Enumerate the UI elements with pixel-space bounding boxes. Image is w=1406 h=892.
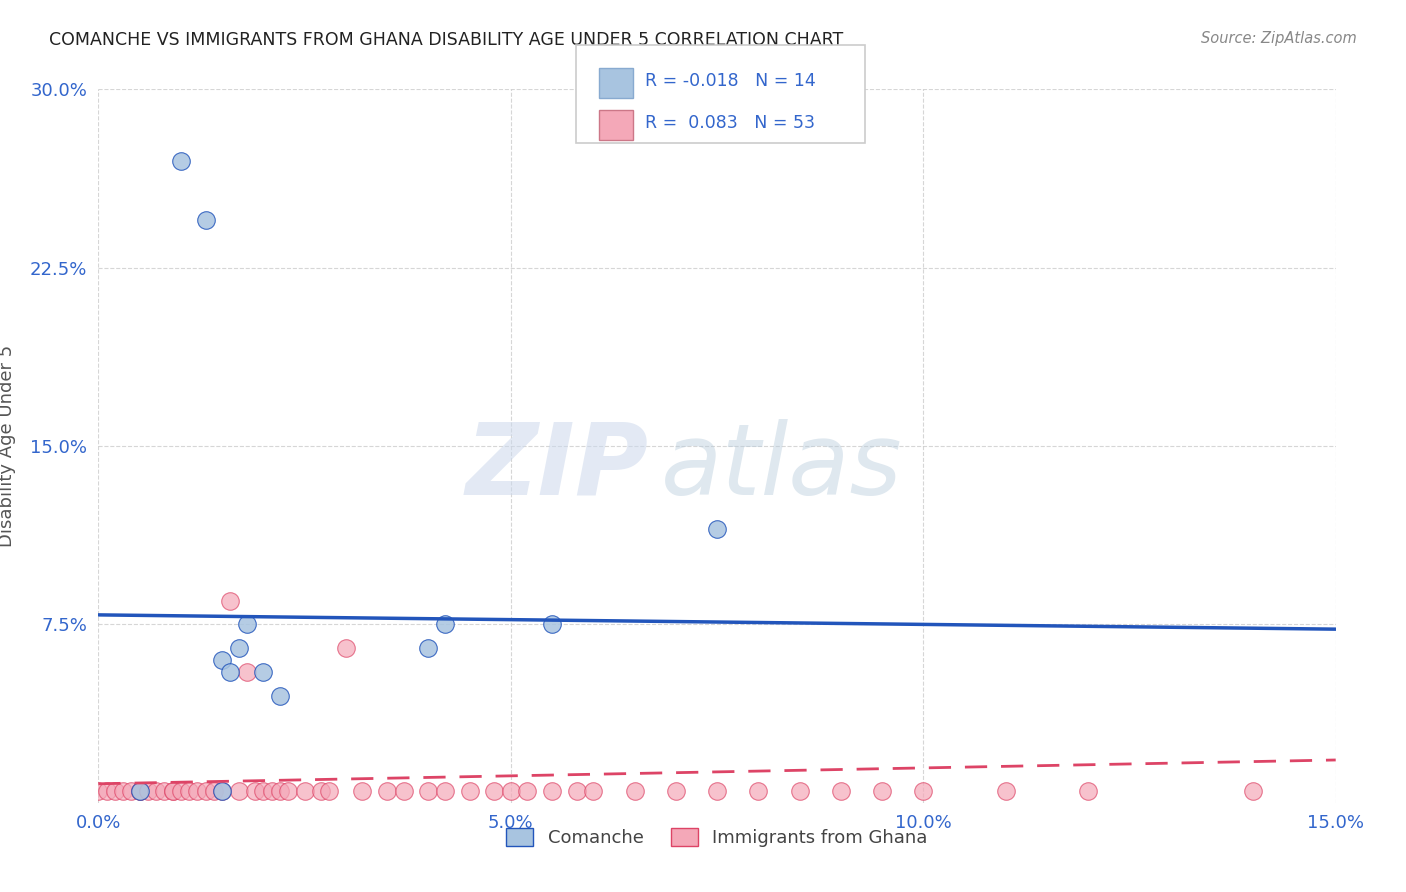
Text: Source: ZipAtlas.com: Source: ZipAtlas.com [1201, 31, 1357, 46]
Point [706, 522, 728, 536]
Point [309, 784, 332, 798]
Point [252, 665, 274, 679]
Y-axis label: Disability Age Under 5: Disability Age Under 5 [0, 345, 15, 547]
Point [352, 784, 374, 798]
Point [706, 784, 728, 798]
Point [179, 784, 201, 798]
Point [789, 784, 811, 798]
Point [162, 784, 184, 798]
Point [194, 213, 217, 227]
Point [153, 784, 176, 798]
Point [104, 784, 127, 798]
Point [1241, 784, 1264, 798]
Point [128, 784, 150, 798]
Legend: Comanche, Immigrants from Ghana: Comanche, Immigrants from Ghana [499, 821, 935, 855]
Point [243, 784, 266, 798]
Point [269, 784, 291, 798]
Point [994, 784, 1017, 798]
Point [565, 784, 588, 798]
Point [136, 784, 159, 798]
Point [236, 665, 259, 679]
Point [516, 784, 538, 798]
Point [433, 784, 456, 798]
Point [1077, 784, 1099, 798]
Point [170, 153, 193, 168]
Point [541, 784, 564, 798]
Point [747, 784, 769, 798]
Point [623, 784, 645, 798]
Point [186, 784, 208, 798]
Point [375, 784, 398, 798]
Text: COMANCHE VS IMMIGRANTS FROM GHANA DISABILITY AGE UNDER 5 CORRELATION CHART: COMANCHE VS IMMIGRANTS FROM GHANA DISABI… [49, 31, 844, 49]
Point [665, 784, 688, 798]
Point [499, 784, 522, 798]
Point [112, 784, 135, 798]
Point [128, 784, 150, 798]
Text: ZIP: ZIP [465, 419, 650, 516]
Point [194, 784, 217, 798]
Point [219, 665, 242, 679]
Point [392, 784, 415, 798]
Point [912, 784, 935, 798]
Point [202, 784, 225, 798]
Point [277, 784, 299, 798]
Point [170, 784, 193, 798]
Point [162, 784, 184, 798]
Point [87, 784, 110, 798]
Point [128, 784, 150, 798]
Point [458, 784, 481, 798]
Point [211, 784, 233, 798]
Point [433, 617, 456, 632]
Point [211, 653, 233, 667]
Point [236, 617, 259, 632]
Point [582, 784, 605, 798]
Point [252, 784, 274, 798]
Point [541, 617, 564, 632]
Text: R = -0.018   N = 14: R = -0.018 N = 14 [645, 72, 815, 90]
Point [484, 784, 506, 798]
Point [228, 784, 250, 798]
Point [335, 641, 357, 656]
Point [211, 784, 233, 798]
Point [294, 784, 316, 798]
Point [228, 641, 250, 656]
Point [96, 784, 118, 798]
Point [145, 784, 167, 798]
Point [260, 784, 283, 798]
Point [269, 689, 291, 703]
Text: atlas: atlas [661, 419, 903, 516]
Point [418, 784, 440, 798]
Point [830, 784, 852, 798]
Point [870, 784, 893, 798]
Point [120, 784, 142, 798]
Text: R =  0.083   N = 53: R = 0.083 N = 53 [645, 114, 815, 132]
Point [318, 784, 340, 798]
Point [418, 641, 440, 656]
Point [219, 593, 242, 607]
